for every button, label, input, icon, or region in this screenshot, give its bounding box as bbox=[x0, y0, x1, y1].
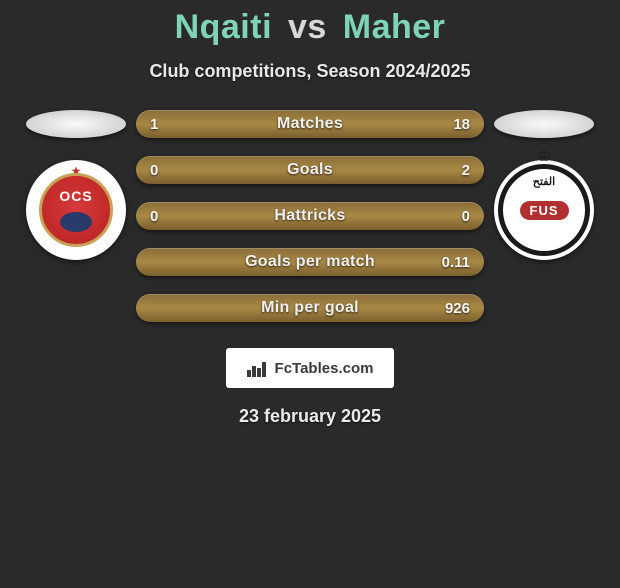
right-side: ♔ الفتح FUS bbox=[484, 110, 604, 260]
brand-logo[interactable]: FcTables.com bbox=[226, 348, 394, 388]
badge-arabic-text: الفتح bbox=[533, 175, 555, 188]
badge-left-text: OCS bbox=[42, 188, 110, 204]
left-hat-icon bbox=[26, 110, 126, 138]
player2-name: Maher bbox=[343, 8, 446, 46]
right-hat-icon bbox=[494, 110, 594, 138]
rugby-ball-icon bbox=[60, 212, 92, 232]
chart-icon bbox=[247, 359, 269, 377]
stat-left-value: 0 bbox=[150, 162, 158, 179]
stat-row-goals-per-match: Goals per match 0.11 bbox=[136, 248, 484, 276]
stat-label: Matches bbox=[277, 115, 343, 133]
brand-text: FcTables.com bbox=[275, 360, 374, 377]
left-side: ★ OCS bbox=[16, 110, 136, 260]
stat-right-value: 0.11 bbox=[442, 254, 470, 271]
stat-left-value: 1 bbox=[150, 116, 158, 133]
stat-row-matches: 1 Matches 18 bbox=[136, 110, 484, 138]
stat-label: Goals per match bbox=[245, 253, 375, 271]
stat-right-value: 926 bbox=[445, 300, 470, 317]
stat-left-value: 0 bbox=[150, 208, 158, 225]
left-club-badge: ★ OCS bbox=[26, 160, 126, 260]
stat-label: Hattricks bbox=[274, 207, 345, 225]
date-text: 23 february 2025 bbox=[0, 406, 620, 427]
stat-row-goals: 0 Goals 2 bbox=[136, 156, 484, 184]
stat-row-min-per-goal: Min per goal 926 bbox=[136, 294, 484, 322]
vs-text: vs bbox=[288, 8, 327, 46]
stat-row-hattricks: 0 Hattricks 0 bbox=[136, 202, 484, 230]
subtitle: Club competitions, Season 2024/2025 bbox=[0, 61, 620, 82]
right-club-badge: ♔ الفتح FUS bbox=[494, 160, 594, 260]
stats-bars: 1 Matches 18 0 Goals 2 0 Hattricks 0 Goa… bbox=[136, 110, 484, 322]
crown-icon: ♔ bbox=[537, 146, 551, 166]
stat-label: Min per goal bbox=[261, 299, 359, 317]
stat-right-value: 2 bbox=[462, 162, 470, 179]
player1-name: Nqaiti bbox=[175, 8, 272, 46]
stat-right-value: 18 bbox=[453, 116, 470, 133]
comparison-title: Nqaiti vs Maher bbox=[0, 8, 620, 47]
stat-right-value: 0 bbox=[462, 208, 470, 225]
badge-ring: الفتح FUS bbox=[498, 164, 590, 256]
content-row: ★ OCS 1 Matches 18 0 Goals 2 0 Hattricks… bbox=[0, 110, 620, 322]
badge-inner: OCS bbox=[39, 173, 113, 247]
badge-right-text: FUS bbox=[520, 201, 569, 220]
stat-label: Goals bbox=[287, 161, 333, 179]
